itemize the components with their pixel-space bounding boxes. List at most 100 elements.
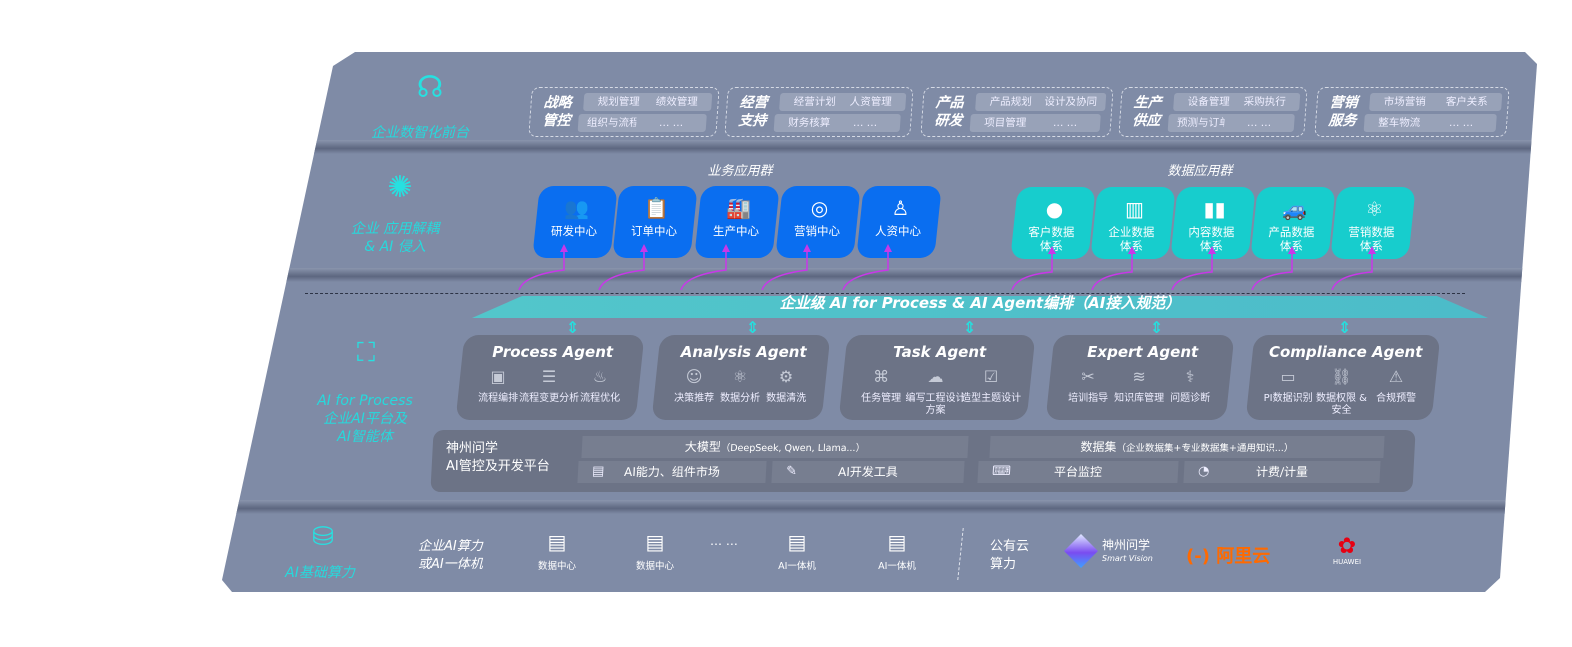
connector-arrow <box>1251 250 1293 291</box>
arrow-head <box>722 244 730 252</box>
label-line: 企业AI平台及 <box>323 411 407 427</box>
agent-capability[interactable]: ☑ 造型主题设计 <box>960 367 1022 405</box>
capability-label: 安全 <box>1331 405 1352 416</box>
connector-arrow <box>518 248 565 291</box>
logo-text: 阿里云 <box>1216 546 1271 567</box>
label-line: AI for Process <box>317 393 413 409</box>
agent-title: Process Agent <box>492 343 614 361</box>
logo-text: HUAWEI <box>1332 558 1362 566</box>
agent-card[interactable]: Analysis Agent ☺ 决策推荐 ⚛ 数据分析 ⚙ 数据清洗 <box>651 335 831 420</box>
tool-label: AI能力、组件市场 <box>623 465 721 479</box>
agent-card[interactable]: Task Agent ⌘ 任务管理 ☁ 编写工程设计方案 ☑ 造型主题设计 <box>838 335 1036 420</box>
huawei-logo: ✿ HUAWEI <box>1322 534 1372 567</box>
brain-head-icon: ☊ <box>416 70 444 105</box>
arrow-head <box>884 244 892 252</box>
label-line: 企业 应用解耦 <box>350 221 440 237</box>
agent-capability[interactable]: ⚠ 合规预警 <box>1365 367 1427 405</box>
server-icon: ▤ <box>787 530 807 554</box>
connector-arrow <box>761 248 808 291</box>
robot-icon: ⚙ <box>778 367 794 386</box>
agent-capability[interactable]: ⚙ 数据清洗 <box>755 367 817 405</box>
model-label: 大模型 <box>684 440 722 454</box>
connector-arrow <box>842 248 889 291</box>
agent-title: Analysis Agent <box>680 343 807 361</box>
label-line: AI智能体 <box>337 429 393 445</box>
agent-capability[interactable]: ♨ 流程优化 <box>569 367 631 405</box>
arrow-head <box>640 244 648 252</box>
server-item: ▤ AI一体机 <box>862 530 932 572</box>
connector-arrow <box>680 248 727 291</box>
model-note: （DeepSeek, Qwen, Llama...） <box>720 443 866 454</box>
server-label: AI一体机 <box>878 561 916 572</box>
diagnosis-icon: ⚕ <box>1185 367 1195 386</box>
bidirectional-arrow-icon: ⇕ <box>1150 318 1164 337</box>
monitor-icon: ⌨ <box>991 464 1012 479</box>
cloud-icon: ☁ <box>927 367 944 386</box>
agent-title: Expert Agent <box>1087 343 1199 361</box>
onprem-label: 企业AI算力 或AI一体机 <box>418 538 483 574</box>
bidirectional-arrow-icon: ⇕ <box>1338 318 1352 337</box>
bidirectional-arrow-icon: ⇕ <box>566 318 580 337</box>
server-item: ▤ AI一体机 <box>762 530 832 572</box>
tool-market[interactable]: ▤ AI能力、组件市场 <box>577 461 767 483</box>
model-bar: 大模型（DeepSeek, Qwen, Llama...） <box>581 436 969 458</box>
agent-capability[interactable]: ☁ 编写工程设计方案 <box>904 367 966 417</box>
arrow-head <box>1048 246 1056 254</box>
tool-billing[interactable]: ◔ 计费/计量 <box>1183 461 1381 483</box>
connector-arrow <box>1011 250 1053 291</box>
label-line: 或AI一体机 <box>418 557 483 572</box>
agent-card[interactable]: Expert Agent ✂ 培训指导 ≋ 知识库管理 ⚕ 问题诊断 <box>1045 335 1235 420</box>
connector-arrow <box>1091 250 1133 291</box>
label-line: 算力 <box>990 557 1017 572</box>
tool-label: AI开发工具 <box>837 465 899 479</box>
arrow-head <box>560 244 568 252</box>
platform-title-line: AI管控及开发平台 <box>446 459 550 474</box>
aliyun-mark-icon: (-) <box>1186 546 1210 567</box>
capability-label: 数据清洗 <box>766 393 807 404</box>
face-scan-icon: ⛶ <box>356 338 376 368</box>
agent-capability[interactable]: ⚕ 问题诊断 <box>1159 367 1221 405</box>
connector-arrow <box>1331 250 1373 291</box>
server-label: 数据中心 <box>635 561 674 572</box>
huawei-petals-icon: ✿ <box>1337 534 1357 559</box>
agent-capability[interactable]: ⌘ 任务管理 <box>850 367 912 405</box>
dev-tool-icon: ✎ <box>785 464 798 479</box>
agent-title: Compliance Agent <box>1268 343 1423 361</box>
platform-title: 神州问学 AI管控及开发平台 <box>446 440 550 476</box>
tool-monitor[interactable]: ⌨ 平台监控 <box>977 461 1179 483</box>
logo-sub: Smart Vision <box>1102 554 1153 563</box>
capability-label: 问题诊断 <box>1170 393 1211 404</box>
shield-link-icon: ⛓ <box>1331 367 1352 386</box>
alert-box-icon: ⚠ <box>1388 367 1404 386</box>
molecule-icon: ✺ <box>387 170 413 205</box>
layer-label-ai: AI for Process 企业AI平台及 AI智能体 <box>295 392 435 446</box>
capability-label: 数据权限 & <box>1315 393 1367 404</box>
bidirectional-arrow-icon: ⇕ <box>746 318 760 337</box>
layer-label-front: 企业数智化前台 <box>371 125 469 141</box>
arrow-head <box>1288 246 1296 254</box>
orchestration-banner <box>472 296 1488 318</box>
market-icon: ▤ <box>591 464 605 479</box>
logo-text: 神州问学 <box>1102 538 1151 552</box>
label-line: 企业AI算力 <box>418 539 483 554</box>
dataset-bar: 数据集（企业数据集+专业数据集+通用知识...） <box>989 436 1385 458</box>
agent-capability[interactable]: ⛓ 数据权限 & 安全 <box>1310 367 1372 417</box>
capability-label: 任务管理 <box>861 393 902 404</box>
arrow-head <box>1128 246 1136 254</box>
tool-dev[interactable]: ✎ AI开发工具 <box>771 461 965 483</box>
aliyun-logo: (-) 阿里云 <box>1186 542 1270 568</box>
agent-title: Task Agent <box>893 343 987 361</box>
capability-label: 编写工程设计方案 <box>905 393 966 416</box>
label-line: & AI 侵入 <box>364 239 426 255</box>
data-apps-title: 数据应用群 <box>1167 164 1233 179</box>
layer-divider <box>222 500 1537 514</box>
connector-arrow <box>1171 250 1213 291</box>
gauge-icon: ◔ <box>1197 464 1210 479</box>
agent-card[interactable]: Process Agent ▣ 流程编排 ☰ 流程变更分析 ♨ 流程优化 <box>455 335 645 420</box>
bidirectional-arrow-icon: ⇕ <box>963 318 977 337</box>
server-icon: ▤ <box>547 530 567 554</box>
layer-label-apps: 企业 应用解耦 & AI 侵入 <box>335 220 455 256</box>
agent-card[interactable]: Compliance Agent ▭ PI数据识别 ⛓ 数据权限 & 安全 ⚠ 合规预警 <box>1245 335 1441 420</box>
platform-title-line: 神州问学 <box>446 441 499 456</box>
